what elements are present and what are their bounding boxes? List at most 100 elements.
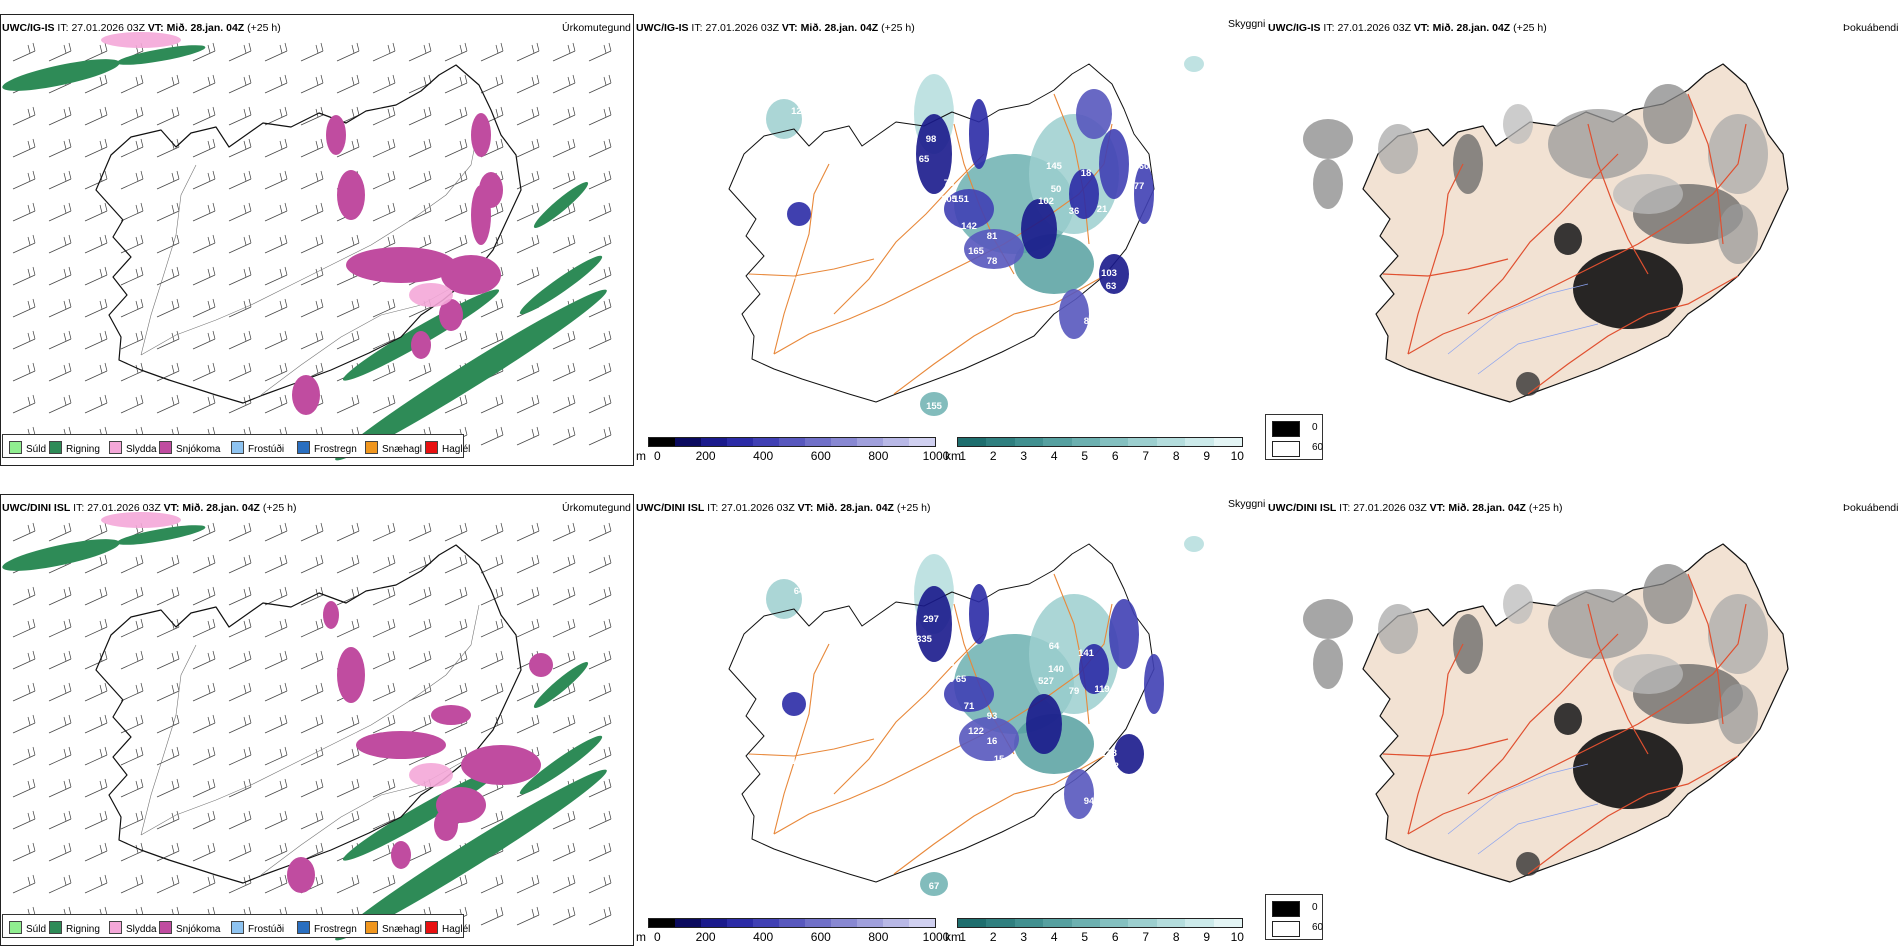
wind-barb: [192, 42, 216, 62]
wind-barb: [588, 522, 612, 542]
wind-barb: [192, 842, 216, 862]
wind-barb: [192, 298, 216, 318]
legend-label: Slydda: [126, 924, 157, 935]
colorbar-cell: [649, 438, 675, 446]
colorbar-tick-label: 0: [654, 930, 661, 944]
wind-barb: [228, 586, 252, 606]
wind-barb: [300, 74, 324, 94]
wind-barb: [12, 586, 36, 606]
wind-barb: [552, 170, 576, 190]
legend-label: Haglél: [442, 924, 471, 935]
snow-area: [471, 113, 491, 157]
wind-barb: [444, 746, 468, 766]
colorbar-tick-label: 400: [753, 449, 774, 463]
legend-label: Snjókoma: [176, 444, 221, 455]
wind-barb: [480, 554, 504, 574]
wind-barb: [480, 74, 504, 94]
colorbar-tick-label: 200: [695, 930, 716, 944]
colorbar-cell: [779, 919, 805, 927]
wind-barb: [372, 298, 396, 318]
model-name: UWC/DINI ISL: [636, 502, 705, 514]
wind-barb: [444, 682, 468, 702]
wind-barb: [192, 138, 216, 158]
it-label: IT:: [1339, 502, 1351, 514]
wind-barb: [192, 554, 216, 574]
wind-barb: [192, 266, 216, 286]
colorbar-tick-label: 600: [810, 930, 831, 944]
wind-barb: [228, 714, 252, 734]
wind-barb: [336, 394, 360, 414]
wind-barb: [300, 266, 324, 286]
colorbar-cell: [986, 919, 1015, 927]
wind-barb: [12, 650, 36, 670]
wind-barb: [48, 618, 72, 638]
wind-barb: [372, 618, 396, 638]
wind-barb: [156, 778, 180, 798]
panel-header-cloud-bottom: UWC/DINI ISL IT: 27.01.2026 03Z VT: Mið.…: [636, 502, 930, 514]
legend-label: Frostúði: [248, 924, 285, 935]
low-cloud-area: [964, 229, 1024, 269]
wind-barb: [444, 618, 468, 638]
wind-barb: [264, 874, 288, 894]
wind-barb: [588, 266, 612, 286]
colorbar-tick-label: 800: [868, 449, 889, 463]
wind-barb: [156, 746, 180, 766]
panel-title-fog-bottom: Þokuábendi: [1843, 502, 1899, 514]
fog-legend-label: 0: [1312, 422, 1318, 433]
colorbar-cells: [957, 918, 1243, 928]
wind-barb: [120, 842, 144, 862]
cloud-base-label: 145: [1046, 161, 1063, 172]
low-cloud-area: [1069, 169, 1099, 219]
road-line: [773, 163, 830, 355]
panel-title-cloud-top: Skyggni: [1228, 18, 1266, 30]
precip-legend-item: Snæhagl: [365, 441, 422, 455]
wind-barb: [408, 554, 432, 574]
colorbar-tick-label: 9: [1203, 930, 1211, 944]
wind-barb: [372, 42, 396, 62]
road-line: [1527, 275, 1739, 395]
dense-fog-area: [1573, 729, 1683, 809]
fog-area: [1378, 604, 1418, 654]
wind-barb: [264, 234, 288, 254]
legend-label: Snæhagl: [382, 444, 423, 455]
wind-barb: [552, 714, 576, 734]
cloud-base-label: 105: [941, 194, 958, 205]
wind-barb: [552, 842, 576, 862]
colorbar-cell: [805, 438, 831, 446]
wind-barb: [264, 586, 288, 606]
wind-barb: [336, 746, 360, 766]
init-time: 27.01.2026 03Z: [1353, 502, 1427, 514]
fog-area: [1313, 639, 1343, 689]
cloud-base-label: 89: [1009, 286, 1020, 297]
cloud-base-label: 21: [1097, 204, 1108, 215]
wind-barb: [156, 74, 180, 94]
wind-barb: [300, 202, 324, 222]
wind-barb: [228, 618, 252, 638]
cloud-base-label: 15: [994, 754, 1005, 765]
lead-time: (+25 h): [247, 22, 281, 34]
colorbar-unit: km: [945, 930, 961, 944]
colorbar-cell: [1128, 919, 1157, 927]
wind-barb: [84, 202, 108, 222]
wind-barb: [588, 426, 612, 446]
rain-area: [519, 735, 603, 795]
cloud-base-label: 65: [919, 154, 930, 165]
colorbar-cell: [753, 438, 779, 446]
wind-barb: [12, 682, 36, 702]
colorbar-tick-label: 1000: [922, 930, 950, 944]
colorbar-cell: [779, 438, 805, 446]
cloud-base-label: 165: [968, 246, 985, 257]
fog-area: [1453, 134, 1483, 194]
wind-barb: [156, 810, 180, 830]
colorbar-cell: [1014, 919, 1044, 927]
colorbar-cell: [727, 438, 753, 446]
wind-barb: [408, 842, 432, 862]
wind-barb: [120, 330, 144, 350]
wind-barb: [84, 874, 108, 894]
wind-barb: [336, 586, 360, 606]
low-cloud-area: [1026, 694, 1062, 754]
wind-barb: [588, 554, 612, 574]
legend-label: Frostúði: [248, 444, 285, 455]
low-cloud-area: [959, 717, 1019, 761]
cloud-base-label: 297: [923, 614, 939, 625]
